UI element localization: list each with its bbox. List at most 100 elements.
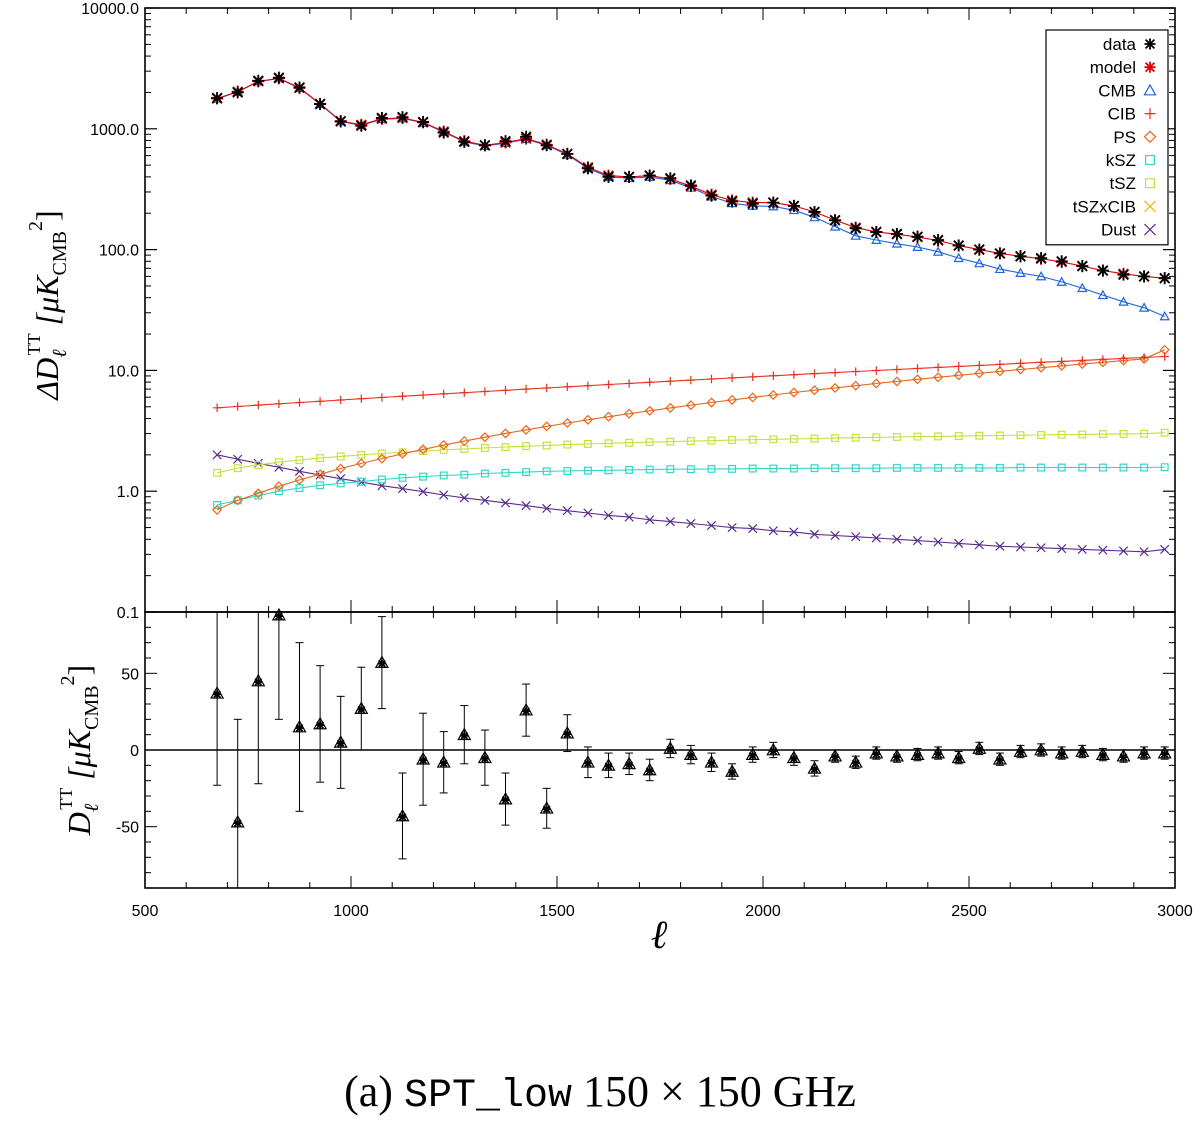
bottom-ylabel-close: ] (61, 665, 97, 676)
residual-point (292, 642, 307, 812)
point-dust (542, 503, 552, 514)
point-dust (1036, 543, 1046, 553)
point-data (643, 169, 656, 182)
residual-asterisk (563, 730, 572, 739)
legend-label-ksz: kSZ (1106, 151, 1136, 170)
point-ksz (1098, 463, 1107, 472)
point-cmb (1015, 267, 1026, 277)
residual-asterisk (1140, 750, 1149, 759)
top-ylabel-unit-sup: 2 (25, 221, 47, 231)
point-tsz (583, 440, 592, 448)
point-data (1096, 264, 1109, 277)
point-cib (274, 399, 284, 409)
point-ksz (645, 465, 654, 474)
point-data (252, 74, 265, 87)
svg-text:DℓTT [μKCMB2]: Dℓ TT [μKCMB2] (56, 665, 103, 836)
point-dust (768, 526, 778, 536)
legend-label-tszxcib: tSZxCIB (1073, 197, 1136, 216)
point-dust (1077, 544, 1087, 554)
point-data (767, 196, 780, 209)
point-ksz (1119, 463, 1128, 472)
point-cmb (809, 211, 820, 222)
point-cmb (871, 234, 882, 244)
residual-asterisk (625, 760, 634, 769)
point-cib (913, 364, 922, 373)
residual-asterisk (501, 796, 510, 805)
point-ksz (831, 464, 840, 473)
top-ylabel-sub: ℓ (49, 349, 71, 358)
point-dust (1118, 546, 1129, 556)
residual-asterisk (1098, 751, 1107, 760)
point-ksz (522, 468, 531, 477)
point-ps (1077, 359, 1088, 370)
point-data (911, 230, 924, 243)
legend-label-cib: CIB (1108, 105, 1136, 124)
point-dust (1160, 544, 1170, 554)
residual-asterisk (480, 754, 489, 763)
point-tsz (1016, 431, 1025, 440)
point-cib (624, 379, 634, 388)
point-cib (480, 387, 490, 396)
point-tsz (1098, 430, 1107, 439)
legend-label-model: model (1090, 58, 1136, 77)
point-ksz (686, 465, 695, 474)
top-y-tick-label: 1000.0 (90, 122, 139, 139)
point-data (478, 139, 491, 152)
point-ps (459, 436, 470, 447)
residual-asterisk (274, 612, 283, 621)
point-cib (315, 397, 325, 406)
residual-point (745, 746, 760, 763)
point-data (932, 234, 945, 247)
point-ps (850, 380, 861, 391)
point-ps (624, 408, 635, 419)
point-cib (748, 372, 757, 382)
point-ps (397, 448, 408, 459)
point-cib (769, 371, 778, 380)
residual-point (992, 751, 1007, 766)
residual-asterisk (1057, 750, 1066, 759)
point-tsz (872, 433, 881, 442)
point-dust (562, 506, 572, 516)
bottom-y-tick-label: 0 (130, 743, 139, 760)
point-tsz (789, 434, 798, 443)
residual-asterisk (604, 762, 613, 771)
point-cib (727, 373, 737, 383)
point-data (458, 135, 471, 148)
point-ksz (604, 466, 613, 475)
x-tick-label: 1000 (333, 903, 369, 920)
point-tsz (563, 440, 572, 449)
point-cmb (994, 263, 1006, 274)
x-tick-label: 500 (132, 903, 159, 920)
legend-item-ps: PS (1113, 128, 1157, 147)
point-tsz (645, 438, 654, 447)
point-tsz (892, 433, 901, 441)
point-ksz (954, 463, 963, 472)
point-tsz (295, 456, 304, 465)
point-data (1076, 260, 1089, 273)
residual-asterisk (789, 754, 798, 763)
point-cib (212, 403, 222, 413)
residual-point (725, 763, 740, 780)
point-ksz (336, 479, 345, 488)
point-cmb (1056, 276, 1067, 286)
point-cmb (1035, 270, 1047, 281)
bottom-y-tick-label: 50 (121, 666, 139, 683)
point-dust (439, 490, 449, 500)
point-tsz (995, 431, 1004, 440)
point-data (705, 189, 718, 202)
point-ps (685, 400, 696, 411)
point-data (808, 205, 821, 218)
residual-point (498, 772, 513, 826)
caption-dataset: SPT_low (403, 1074, 572, 1119)
point-dust (706, 520, 717, 531)
residual-asterisk (583, 759, 592, 768)
point-tsz (254, 460, 263, 469)
legend-label-dust: Dust (1101, 221, 1136, 240)
residual-asterisk (1037, 747, 1046, 755)
residual-point (1013, 744, 1028, 759)
legend-label-cmb: CMB (1098, 81, 1136, 100)
point-tsz (707, 436, 716, 445)
series-line-model (216, 77, 1165, 279)
point-dust (624, 512, 634, 522)
point-dust (892, 534, 902, 544)
